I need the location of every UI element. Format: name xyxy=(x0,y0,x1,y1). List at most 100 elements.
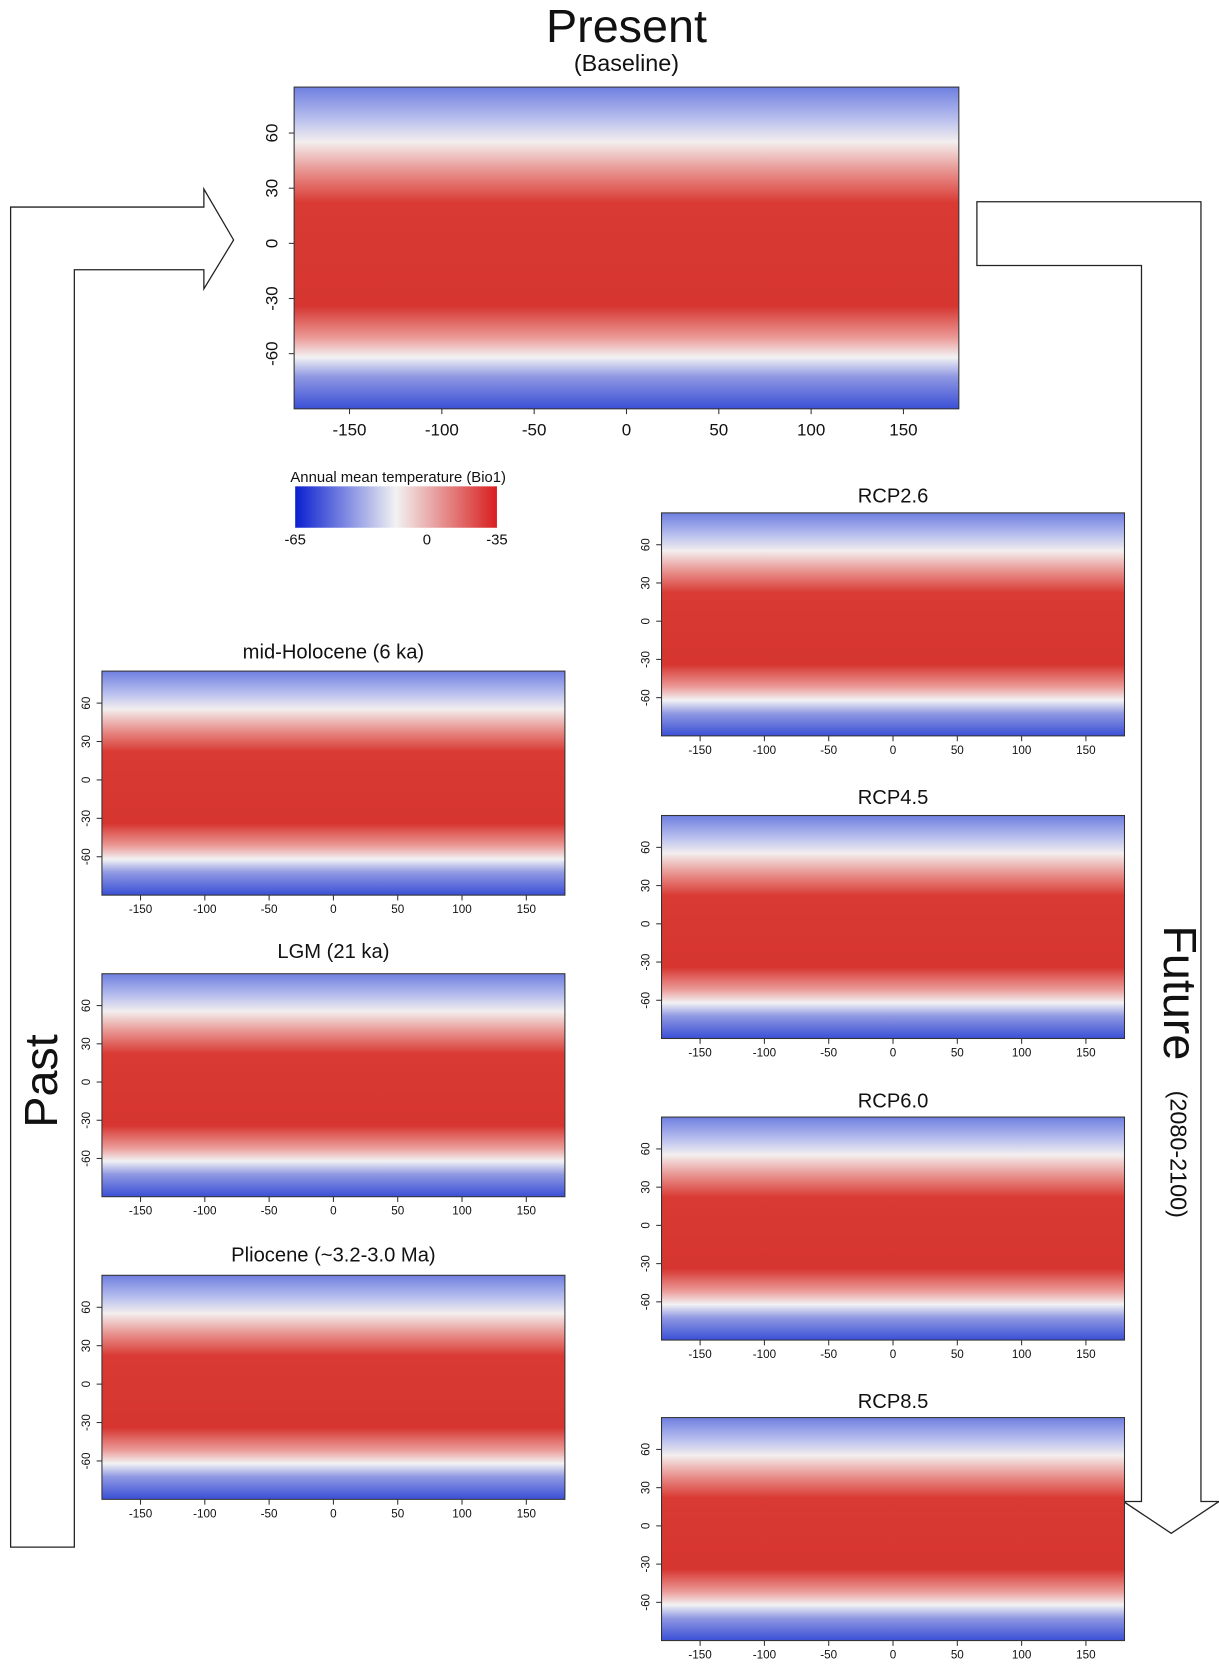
x-tick-label: 50 xyxy=(951,1649,964,1662)
y-tick-label: 0 xyxy=(80,1078,93,1085)
map-area xyxy=(660,814,1126,1040)
y-tick-label: -30 xyxy=(80,809,93,826)
y-tick-label: 0 xyxy=(80,776,93,783)
x-tick-label: -100 xyxy=(193,903,217,916)
y-tick-label: -30 xyxy=(640,1255,653,1272)
x-tick-label: 150 xyxy=(1076,1649,1096,1662)
x-tick-label: 0 xyxy=(890,1046,897,1059)
map-panel: RCP6.0 -150 -100 -50 0 50 100 150 -60 -30 0 30 60 xyxy=(640,1091,1126,1361)
x-tick-label: 0 xyxy=(330,1205,337,1218)
map-panel: Pliocene (~3.2-3.0 Ma) -150 -100 -50 0 50 100 1… xyxy=(80,1245,566,1520)
y-tick-label: -60 xyxy=(80,1452,93,1469)
y-tick-label: 60 xyxy=(640,840,653,853)
y-tick-label: 0 xyxy=(262,239,281,248)
y-tick-label: 60 xyxy=(640,1442,653,1455)
y-tick-label: -60 xyxy=(262,341,281,366)
x-tick-label: -50 xyxy=(522,421,547,440)
x-tick-label: 50 xyxy=(951,744,964,757)
x-tick-label: 0 xyxy=(622,421,631,440)
y-tick-label: 60 xyxy=(262,124,281,143)
colorbar xyxy=(295,486,497,528)
y-tick-label: 30 xyxy=(640,879,653,892)
x-tick-label: 150 xyxy=(1076,744,1096,757)
y-tick-label: -60 xyxy=(640,991,653,1008)
x-tick-label: 50 xyxy=(391,1205,404,1218)
x-tick-label: -150 xyxy=(688,744,712,757)
y-tick-label: 30 xyxy=(262,179,281,198)
x-tick-label: 100 xyxy=(797,421,825,440)
x-tick-label: -50 xyxy=(820,1046,837,1059)
x-tick-label: 0 xyxy=(330,903,337,916)
y-tick-label: 30 xyxy=(80,735,93,748)
colorbar-label: -65 xyxy=(284,532,305,548)
panel-title: Present xyxy=(546,0,707,52)
x-tick-label: -150 xyxy=(688,1348,712,1361)
y-tick-label: -60 xyxy=(640,1293,653,1310)
y-tick-label: 60 xyxy=(80,696,93,709)
future-period: (2080-2100) xyxy=(1165,1091,1191,1218)
x-tick-label: -50 xyxy=(820,1348,837,1361)
map-panel: RCP8.5 -150 -100 -50 0 50 100 150 -60 -30 0 30 60 xyxy=(640,1391,1126,1662)
map-panel: RCP2.6 -150 -100 -50 0 50 100 150 -60 -30 0 30 60 xyxy=(640,485,1126,757)
x-tick-label: -100 xyxy=(753,1046,777,1059)
x-tick-label: -100 xyxy=(753,1649,777,1662)
map-area xyxy=(293,86,960,410)
y-tick-label: 30 xyxy=(640,576,653,589)
y-tick-label: -30 xyxy=(262,286,281,311)
map-panel: LGM (21 ka) -150 -100 -50 0 50 100 150 -60 -30 0 30… xyxy=(80,941,566,1218)
panel-subtitle: (Baseline) xyxy=(574,50,679,76)
y-tick-label: 0 xyxy=(640,920,653,927)
colorbar-label: -35 xyxy=(486,532,507,548)
y-tick-label: 60 xyxy=(80,999,93,1012)
y-tick-label: -30 xyxy=(640,1555,653,1572)
x-tick-label: 0 xyxy=(890,1649,897,1662)
x-tick-label: 100 xyxy=(452,1205,472,1218)
x-tick-label: -100 xyxy=(193,1205,217,1218)
map-area xyxy=(101,1274,566,1500)
map-area xyxy=(660,1116,1126,1341)
panel-title: LGM (21 ka) xyxy=(277,941,389,963)
x-tick-label: -50 xyxy=(820,744,837,757)
x-tick-label: 0 xyxy=(890,1348,897,1361)
x-tick-label: -150 xyxy=(688,1649,712,1662)
legend: Annual mean temperature (Bio1) -65 0 -35 xyxy=(284,470,507,549)
colorbar-label: 0 xyxy=(423,532,431,548)
y-tick-label: 30 xyxy=(80,1037,93,1050)
x-tick-label: -50 xyxy=(261,1205,278,1218)
y-tick-label: -30 xyxy=(640,953,653,970)
x-tick-label: 50 xyxy=(391,903,404,916)
map-area xyxy=(101,670,566,896)
x-tick-label: 0 xyxy=(890,744,897,757)
y-tick-label: -60 xyxy=(80,1150,93,1167)
x-tick-label: 150 xyxy=(1076,1046,1096,1059)
x-tick-label: 50 xyxy=(951,1046,964,1059)
past-label: Past xyxy=(15,1034,67,1128)
x-tick-label: -50 xyxy=(261,1507,278,1520)
x-tick-label: -50 xyxy=(820,1649,837,1662)
x-tick-label: -100 xyxy=(425,421,459,440)
x-tick-label: -50 xyxy=(261,903,278,916)
x-tick-label: 100 xyxy=(1012,1649,1032,1662)
y-tick-label: -30 xyxy=(80,1414,93,1431)
panel-title: Pliocene (~3.2-3.0 Ma) xyxy=(231,1245,435,1267)
future-arrow xyxy=(976,201,1219,1535)
y-tick-label: -30 xyxy=(640,650,653,667)
x-tick-label: -150 xyxy=(129,903,153,916)
x-tick-label: 100 xyxy=(452,903,472,916)
y-tick-label: 60 xyxy=(80,1300,93,1313)
x-tick-label: 150 xyxy=(1076,1348,1096,1361)
panel-title: RCP6.0 xyxy=(858,1091,929,1113)
y-tick-label: 60 xyxy=(640,538,653,551)
y-tick-label: -60 xyxy=(640,689,653,706)
y-tick-label: 0 xyxy=(80,1380,93,1387)
map-panel: Present(Baseline) -150 -100 -50 0 50 100 150 -60… xyxy=(262,0,960,440)
panel-title: RCP4.5 xyxy=(858,787,929,809)
x-tick-label: 50 xyxy=(951,1348,964,1361)
y-tick-label: 30 xyxy=(640,1481,653,1494)
x-tick-label: -100 xyxy=(753,1348,777,1361)
panel-title: RCP8.5 xyxy=(858,1391,929,1413)
map-panel: mid-Holocene (6 ka) -150 -100 -50 0 50 100 150 -… xyxy=(80,641,566,916)
y-tick-label: -60 xyxy=(640,1593,653,1610)
